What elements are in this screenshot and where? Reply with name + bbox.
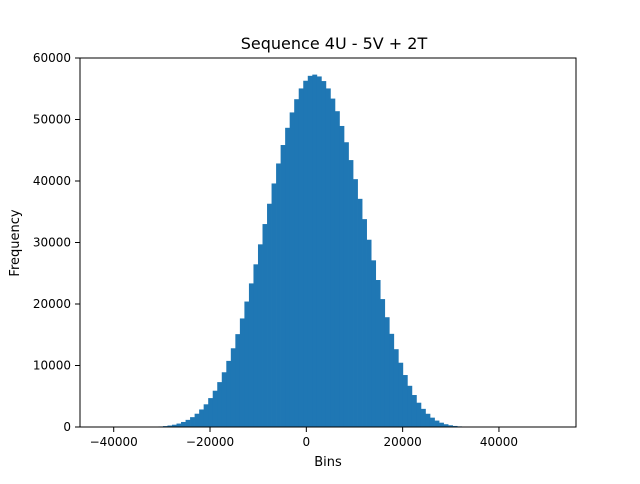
- histogram-bar: [362, 219, 367, 427]
- histogram-bar: [253, 264, 258, 427]
- histogram-bar: [217, 382, 222, 427]
- histogram-bar: [267, 204, 272, 427]
- histogram-bar: [430, 418, 435, 427]
- histogram-bar: [231, 348, 236, 427]
- histogram-bar: [249, 283, 254, 427]
- histogram-bar: [425, 414, 430, 427]
- histogram-bar: [303, 81, 308, 427]
- x-axis-label: Bins: [314, 455, 342, 470]
- histogram-bar: [389, 334, 394, 427]
- histogram-bar: [330, 99, 335, 427]
- histogram-bar: [385, 317, 390, 427]
- histogram-bar: [335, 111, 340, 427]
- histogram-bar: [299, 88, 304, 427]
- y-tick-label: 50000: [33, 113, 71, 127]
- histogram-bar: [317, 76, 322, 427]
- histogram-bar: [371, 260, 376, 427]
- x-tick-label: −20000: [186, 435, 234, 449]
- histogram-bar: [412, 395, 417, 427]
- histogram-bar: [263, 224, 268, 427]
- histogram-bar: [272, 183, 277, 427]
- y-tick-label: 60000: [33, 51, 71, 65]
- histogram-bar: [240, 318, 245, 427]
- histogram-bar: [312, 75, 317, 427]
- histogram-bar: [235, 334, 240, 427]
- y-tick-label: 0: [63, 420, 71, 434]
- histogram-bar: [290, 112, 295, 427]
- histogram-bar: [339, 126, 344, 427]
- histogram-bar: [204, 404, 209, 427]
- histogram-bar: [398, 363, 403, 427]
- histogram-bar: [349, 160, 354, 427]
- histogram-bar: [403, 375, 408, 427]
- histogram-bar: [208, 398, 213, 427]
- y-tick-label: 30000: [33, 236, 71, 250]
- histogram-bar: [421, 409, 426, 427]
- y-axis-label: Frequency: [8, 209, 23, 276]
- histogram-bar: [353, 179, 358, 427]
- histogram-bar: [367, 240, 372, 427]
- y-tick-label: 20000: [33, 297, 71, 311]
- histogram-bar: [199, 409, 204, 427]
- histogram-bar: [181, 422, 186, 427]
- histogram-bar: [358, 199, 363, 427]
- x-tick-label: 20000: [384, 435, 422, 449]
- histogram-bar: [416, 403, 421, 427]
- histogram-bar: [226, 361, 231, 427]
- histogram-bar: [439, 423, 444, 427]
- histogram-bar: [195, 414, 200, 427]
- histogram-bar: [213, 391, 218, 427]
- histogram-bar: [435, 421, 440, 427]
- histogram-bar: [394, 349, 399, 427]
- histogram-bar: [285, 128, 290, 427]
- histogram-bar: [380, 299, 385, 427]
- histogram-bar: [258, 244, 263, 427]
- histogram-bar: [222, 372, 227, 427]
- histogram-bar: [190, 417, 195, 427]
- histogram-bar: [294, 99, 299, 427]
- histogram-bar: [281, 145, 286, 427]
- y-tick-label: 10000: [33, 359, 71, 373]
- x-tick-label: 0: [303, 435, 311, 449]
- x-tick-label: −40000: [90, 435, 138, 449]
- histogram-bar: [344, 142, 349, 427]
- histogram-bar: [276, 163, 281, 427]
- x-tick-label: 40000: [480, 435, 518, 449]
- histogram-bar: [177, 424, 182, 427]
- histogram-bar: [326, 88, 331, 427]
- histogram-bar: [186, 420, 191, 427]
- histogram-bar: [244, 302, 249, 427]
- y-tick-label: 40000: [33, 174, 71, 188]
- histogram-bar: [308, 76, 313, 427]
- chart-title: Sequence 4U - 5V + 2T: [241, 34, 428, 53]
- histogram-bar: [321, 81, 326, 427]
- histogram-bar: [376, 280, 381, 427]
- histogram-bar: [407, 386, 412, 427]
